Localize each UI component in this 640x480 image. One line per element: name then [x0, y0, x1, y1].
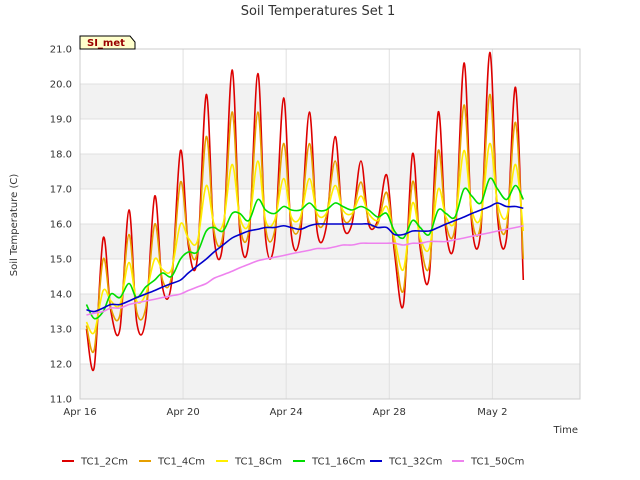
- grid-band: [80, 119, 580, 154]
- series-line-tc1_32cm: [86, 202, 524, 313]
- y-axis-label: Soil Temperature (C): [9, 174, 20, 277]
- series-line-tc1_4cm: [85, 93, 525, 354]
- y-tick-label: 14.0: [50, 290, 72, 301]
- legend-label: TC1_16Cm: [311, 457, 365, 468]
- y-tick-label: 16.0: [50, 220, 72, 231]
- grid-band: [80, 259, 580, 294]
- legend-label: TC1_50Cm: [470, 457, 524, 468]
- legend-label: TC1_4Cm: [157, 457, 205, 468]
- y-axis-ticks: 11.0 12.0 13.0 14.0 15.0 16.0 17.0 18.0 19.0 20.0…: [50, 45, 72, 406]
- y-tick-label: 12.0: [50, 360, 72, 371]
- grid-band: [80, 49, 580, 84]
- legend: TC1_2Cm TC1_4Cm TC1_8Cm TC1_16Cm TC1_32Cm TC1…: [62, 457, 524, 468]
- series-line-tc1_16cm: [85, 177, 525, 320]
- series-line-tc1_50cm: [86, 224, 524, 316]
- plot-frame: [79, 48, 581, 400]
- y-tick-label: 15.0: [50, 255, 72, 266]
- x-axis-label: Time: [553, 425, 578, 436]
- x-tick-label: Apr 20: [166, 407, 199, 418]
- grid-band: [80, 329, 580, 364]
- grid-band: [80, 224, 580, 259]
- y-tick-label: 13.0: [50, 325, 72, 336]
- y-tick-label: 11.0: [50, 395, 72, 406]
- y-tick-label: 17.0: [50, 185, 72, 196]
- x-axis-ticks: Apr 16 Apr 20 Apr 24 Apr 28 May 2: [63, 407, 507, 418]
- site-label-box: SI_met: [79, 35, 136, 50]
- y-tick-label: 20.0: [50, 80, 72, 91]
- legend-label: TC1_8Cm: [234, 457, 282, 468]
- y-tick-label: 18.0: [50, 150, 72, 161]
- x-tick-label: Apr 28: [373, 407, 406, 418]
- x-tick-label: Apr 16: [63, 407, 96, 418]
- grid-band: [80, 364, 580, 399]
- site-label: SI_met: [87, 38, 125, 49]
- x-tick-label: May 2: [477, 407, 507, 418]
- y-tick-label: 19.0: [50, 115, 72, 126]
- y-tick-label: 21.0: [50, 45, 72, 56]
- chart-title: Soil Temperatures Set 1: [241, 4, 396, 19]
- grid-band: [80, 294, 580, 329]
- grid-band: [80, 84, 580, 119]
- legend-label: TC1_2Cm: [80, 457, 128, 468]
- x-tick-label: Apr 24: [270, 407, 303, 418]
- legend-label: TC1_32Cm: [388, 457, 442, 468]
- series-lines: [85, 51, 525, 372]
